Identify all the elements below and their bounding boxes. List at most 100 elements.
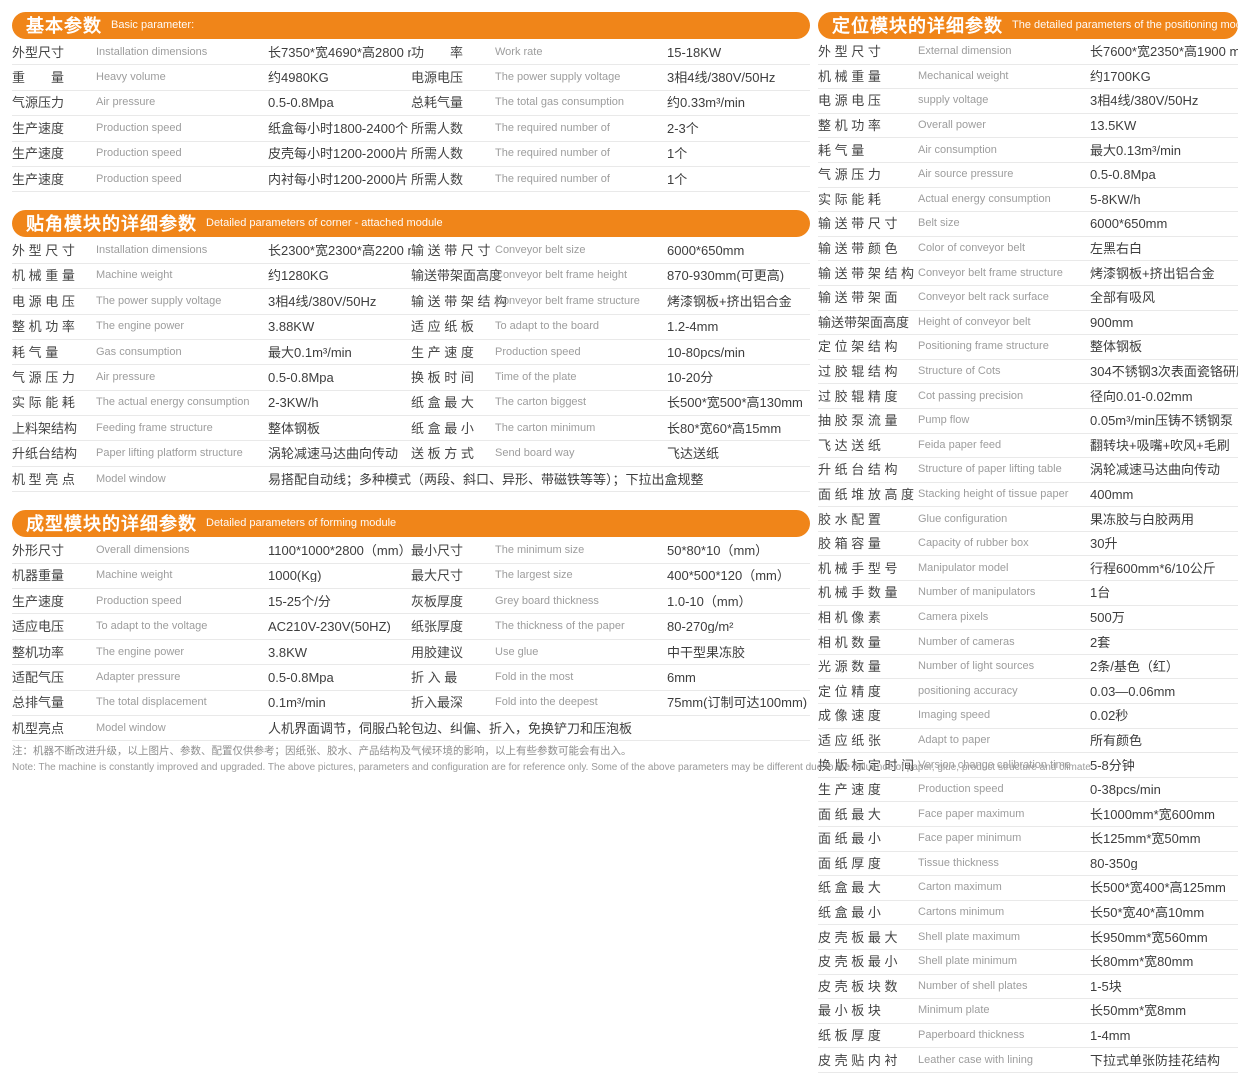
param-label-zh: 输送带架面高度	[818, 314, 910, 330]
param-value: 10-20分	[667, 370, 714, 384]
section-header-basic: 基本参数 Basic parameter:	[12, 12, 810, 39]
param-value: 400mm	[1090, 487, 1134, 501]
param-value: 纸盒每小时1800-2400个	[268, 121, 409, 135]
param-label-en: Conveyor belt rack surface	[918, 291, 1049, 304]
param-label-en: Structure of paper lifting table	[918, 463, 1062, 476]
table-row: 皮 壳 贴 内 衬 Leather case with lining 下拉式单张防挂…	[818, 1048, 1238, 1073]
param-value: 3.8KW	[268, 645, 308, 659]
param-value: 0.02秒	[1090, 709, 1129, 723]
param-label-zh: 适 应 纸 板	[411, 319, 474, 335]
table-row: 纸 板 厚 度 Paperboard thickness 1-4mm	[818, 1024, 1238, 1049]
param-label-en: Gas consumption	[96, 345, 182, 358]
param-label-en: Production speed	[495, 345, 581, 358]
param-label-zh: 外 型 尺 寸	[818, 44, 881, 60]
param-value: 0.05m³/min压铸不锈钢泵	[1090, 414, 1234, 428]
param-value: 长50*宽40*高10mm	[1090, 906, 1205, 920]
param-cell: 用胶建议 Use glue 中干型果冻胶	[411, 640, 810, 664]
param-label-en: Color of conveyor belt	[918, 242, 1025, 255]
param-value: 400*500*120（mm）	[667, 569, 790, 583]
param-label-zh: 整 机 功 率	[12, 319, 75, 335]
param-label-en: The engine power	[96, 320, 185, 333]
param-label-en: Work rate	[495, 45, 543, 58]
param-label-zh: 整机功率	[12, 644, 65, 660]
param-cell: 适 应 纸 张 Adapt to paper 所有颜色	[818, 729, 1238, 753]
table-row: 气源压力 Air pressure 0.5-0.8Mpa 总耗气量 The total …	[12, 91, 810, 117]
right-column: 定位模块的详细参数 The detailed parameters of the…	[810, 0, 1250, 1091]
param-cell: 电 源 电 压 The power supply voltage 3相4线/380V…	[12, 289, 411, 313]
param-cell: 定 位 精 度 positioning accuracy 0.03—0.06mm	[818, 679, 1238, 703]
param-value: 最大0.1m³/min	[268, 345, 352, 359]
param-label-zh: 机 型 亮 点	[12, 471, 75, 487]
param-value: 1-4mm	[1090, 1029, 1131, 1043]
table-row: 耗 气 量 Air consumption 最大0.13m³/min	[818, 138, 1238, 163]
param-label-zh: 重 量	[12, 70, 65, 86]
spec-sheet: 基本参数 Basic parameter: 外型尺寸 Installation d…	[12, 12, 1238, 1073]
param-cell: 重 量 Heavy volume 约4980KG	[12, 65, 411, 89]
param-label-en: Fold into the deepest	[495, 696, 598, 709]
param-label-zh: 机 械 手 数 量	[818, 585, 898, 601]
param-label-en: Grey board thickness	[495, 594, 599, 607]
param-cell: 机 械 重 量 Mechanical weight 约1700KG	[818, 65, 1238, 89]
param-label-zh: 最小尺寸	[411, 542, 464, 558]
param-label-zh: 光 源 数 量	[818, 659, 881, 675]
param-cell: 折入最深 Fold into the deepest 75mm(订制可达100mm)	[411, 691, 810, 715]
param-cell: 所需人数 The required number of 1个	[411, 142, 810, 166]
table-row: 皮 壳 板 最 大 Shell plate maximum 长950mm*宽560m…	[818, 925, 1238, 950]
section-title-en: Basic parameter:	[111, 19, 195, 31]
param-label-en: Installation dimensions	[96, 244, 208, 257]
param-label-en: Machine weight	[96, 569, 173, 582]
table-row: 输 送 带 架 面 Conveyor belt rack surface 全部有吸风	[818, 286, 1238, 311]
param-label-zh: 抽 胶 泵 流 量	[818, 413, 898, 429]
param-value: 易搭配自动线；多种模式（两段、斜口、异形、带磁铁等等）；下拉出盒规整	[268, 472, 704, 486]
param-label-en: The required number of	[495, 147, 610, 160]
param-label-zh: 机 械 重 量	[818, 68, 881, 84]
param-cell: 送 板 方 式 Send board way 飞达送纸	[411, 441, 810, 465]
param-label-zh: 所需人数	[411, 171, 464, 187]
param-value: 3相4线/380V/50Hz	[268, 294, 377, 308]
param-label-zh: 外形尺寸	[12, 542, 65, 558]
table-row: 最 小 板 块 Minimum plate 长50mm*宽8mm	[818, 999, 1238, 1024]
param-label-zh: 纸 盒 最 小	[411, 420, 474, 436]
param-value: 6000*650mm	[1090, 217, 1168, 231]
param-label-zh: 输 送 带 尺 寸	[818, 216, 898, 232]
param-label-en: Stacking height of tissue paper	[918, 487, 1069, 500]
table-row: 抽 胶 泵 流 量 Pump flow 0.05m³/min压铸不锈钢泵	[818, 409, 1238, 434]
param-cell: 皮 壳 贴 内 衬 Leather case with lining 下拉式单张防挂…	[818, 1048, 1238, 1072]
table-row: 换 版 标 定 时 间 Version change calibration ti…	[818, 753, 1238, 778]
param-value: 0-38pcs/min	[1090, 783, 1161, 797]
param-label-zh: 生 产 速 度	[411, 344, 474, 360]
param-label-zh: 适配气压	[12, 669, 65, 685]
param-label-en: Number of manipulators	[918, 586, 1036, 599]
param-label-en: The carton biggest	[495, 396, 587, 409]
section-header-positioning: 定位模块的详细参数 The detailed parameters of the…	[818, 12, 1238, 39]
param-value: 0.5-0.8Mpa	[268, 670, 334, 684]
param-cell: 整 机 功 率 Overall power 13.5KW	[818, 114, 1238, 138]
table-row: 机 械 重 量 Machine weight 约1280KG 输送带架面高度 Conve…	[12, 264, 810, 290]
param-label-en: The total displacement	[96, 696, 207, 709]
table-row: 生产速度 Production speed 皮壳每小时1200-2000片 所需人数 T…	[12, 142, 810, 167]
param-cell: 机 械 手 数 量 Number of manipulators 1台	[818, 581, 1238, 605]
param-value: 2-3个	[667, 121, 699, 135]
param-label-zh: 适 应 纸 张	[818, 732, 881, 748]
param-value: 15-25个/分	[268, 594, 331, 608]
param-label-en: The required number of	[495, 121, 610, 134]
param-label-zh: 相 机 像 素	[818, 609, 881, 625]
param-cell: 面 纸 厚 度 Tissue thickness 80-350g	[818, 852, 1238, 876]
section-title-zh: 基本参数	[26, 15, 102, 36]
table-row: 面 纸 堆 放 高 度 Stacking height of tissue pap…	[818, 483, 1238, 508]
param-value: 6mm	[667, 670, 696, 684]
param-value: 约4980KG	[268, 71, 329, 85]
param-label-en: Actual energy consumption	[918, 192, 1051, 205]
section-title-zh: 成型模块的详细参数	[26, 513, 197, 534]
param-label-zh: 过 胶 辊 精 度	[818, 388, 898, 404]
param-value: 约1700KG	[1090, 69, 1151, 83]
table-row: 耗 气 量 Gas consumption 最大0.1m³/min 生 产 速 度 Pr…	[12, 340, 810, 366]
table-row: 外型尺寸 Installation dimensions 长7350*宽4690*高…	[12, 40, 810, 66]
param-value: 75mm(订制可达100mm)	[667, 696, 808, 710]
table-row: 面 纸 厚 度 Tissue thickness 80-350g	[818, 852, 1238, 877]
param-label-en: Feeding frame structure	[96, 421, 213, 434]
param-cell: 输 送 带 颜 色 Color of conveyor belt 左黑右白	[818, 237, 1238, 261]
param-label-en: External dimension	[918, 45, 1012, 58]
param-value: 约1280KG	[268, 269, 329, 283]
param-cell: 整机功率 The engine power 3.8KW	[12, 640, 411, 664]
